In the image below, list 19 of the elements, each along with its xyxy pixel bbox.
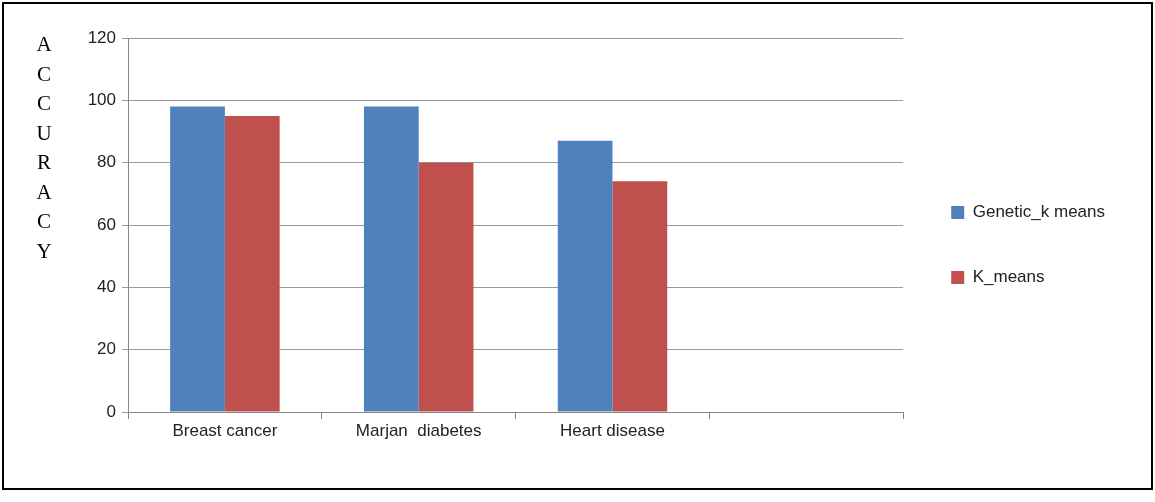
legend-label: Genetic_k means: [972, 202, 1106, 222]
y-tick-label: 20: [97, 339, 116, 359]
bar: [224, 115, 280, 412]
bar: [363, 106, 419, 412]
bar: [170, 106, 225, 412]
bar: [557, 140, 613, 412]
x-tick-label: Heart disease: [560, 420, 665, 440]
bar: [612, 181, 668, 412]
y-tick-label: 80: [97, 152, 116, 172]
y-tick-label: 60: [97, 214, 116, 234]
x-tick-label: Marjan diabetes: [355, 420, 482, 440]
y-tick-label: 0: [106, 401, 116, 421]
x-tick-label: Breast cancer: [172, 420, 278, 440]
y-axis-title: ACCURACY: [35, 31, 53, 265]
bar: [418, 162, 474, 412]
y-tick-label: 40: [97, 277, 116, 297]
legend-label: K_means: [972, 267, 1045, 287]
y-tick-label: 120: [87, 27, 116, 47]
y-tick-label: 100: [87, 90, 116, 110]
